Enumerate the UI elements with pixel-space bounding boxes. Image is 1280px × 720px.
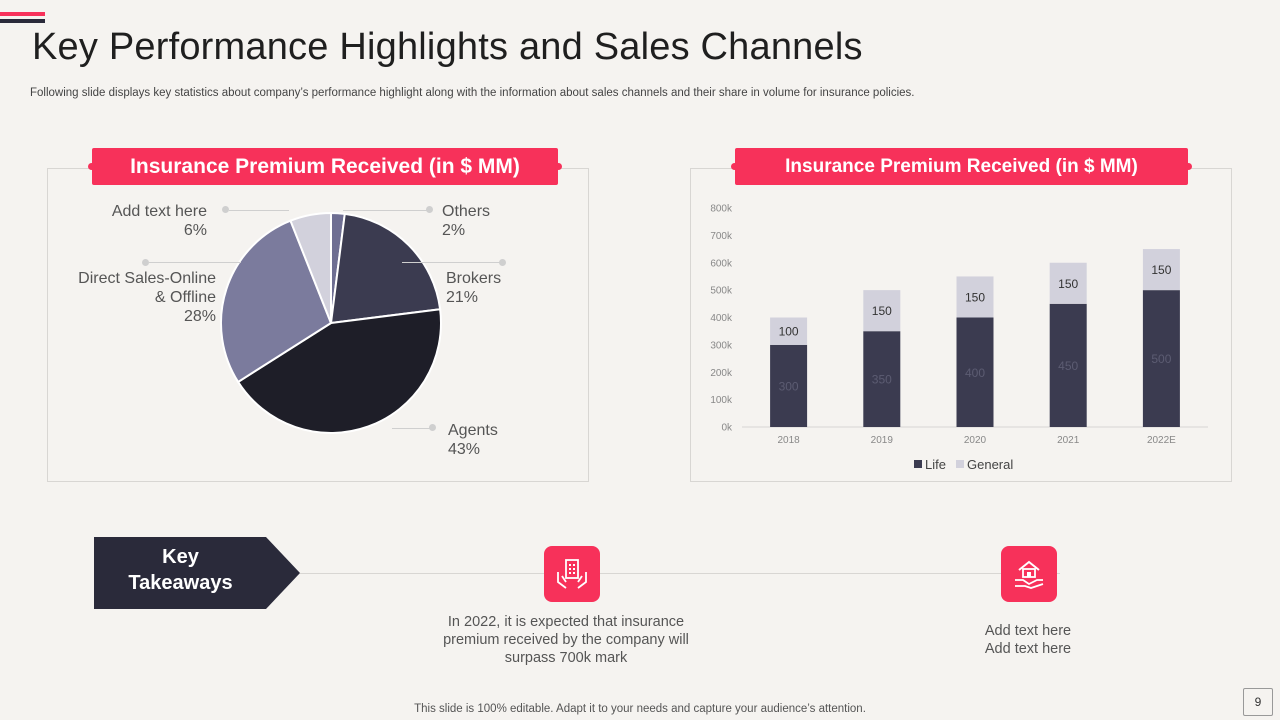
leader-line — [392, 428, 430, 429]
bar-chart-title: Insurance Premium Received (in $ MM) — [731, 148, 1192, 185]
page-subtitle: Following slide displays key statistics … — [30, 87, 915, 99]
takeaways-heading-1: Key — [162, 546, 199, 568]
bar-general-2022e — [1142, 249, 1180, 291]
legend-swatch-general — [956, 460, 964, 468]
x-tick-label: 2020 — [964, 435, 987, 446]
footer-note: This slide is 100% editable. Adapt it to… — [414, 703, 866, 715]
pie-label-brokers: Brokers 21% — [446, 269, 501, 307]
pie-slice-direct-sales-online-offline — [220, 219, 333, 384]
y-tick-label: 100k — [710, 395, 733, 406]
takeaways-connector — [300, 573, 1060, 574]
pie-slice-agents — [236, 308, 442, 434]
y-tick-label: 300k — [710, 340, 733, 351]
leader-dot — [222, 206, 229, 213]
bar-life-2018 — [770, 344, 808, 427]
leader-line — [402, 262, 500, 263]
bar-life-2020 — [956, 317, 994, 427]
bar-general-2020 — [956, 276, 994, 318]
x-tick-label: 2022E — [1147, 435, 1176, 446]
pie-label-add-text-name: Add text here — [111, 203, 207, 220]
y-tick-label: 700k — [710, 231, 733, 242]
pie-label-direct-pct: 28% — [183, 308, 216, 325]
y-tick-label: 500k — [710, 286, 733, 297]
takeaway-1-line-2: premium received by the company will — [443, 632, 689, 648]
pie-slice-add-text-here — [289, 211, 332, 324]
leader-dot — [429, 424, 436, 431]
bar-value-label: 100 — [779, 325, 799, 339]
bar-general-2018 — [770, 317, 808, 345]
pie-label-direct-name1: Direct Sales-Online — [78, 270, 216, 287]
leader-line — [343, 210, 427, 211]
key-takeaways-badge: Key Takeaways — [94, 537, 300, 609]
bar-value-label: 150 — [872, 304, 892, 318]
takeaways-heading-2: Takeaways — [128, 572, 233, 594]
bar-value-label: 150 — [1058, 277, 1078, 291]
pie-label-others: Others 2% — [442, 202, 490, 240]
bar-life-2019 — [863, 331, 901, 427]
pie-chart-title: Insurance Premium Received (in $ MM) — [88, 148, 562, 185]
bar-value-label: 300 — [779, 379, 799, 393]
leader-dot — [499, 259, 506, 266]
leader-dot — [426, 206, 433, 213]
pie-label-others-name: Others — [442, 203, 491, 220]
y-tick-label: 0k — [721, 423, 733, 434]
building-hands-icon — [544, 546, 600, 602]
y-tick-label: 200k — [710, 368, 733, 379]
legend-label-general: General — [967, 457, 1013, 472]
logo-bars — [0, 12, 45, 26]
leader-line — [229, 210, 289, 211]
takeaway-2-line-2: Add text here — [984, 641, 1072, 657]
y-tick-label: 800k — [710, 204, 733, 215]
x-tick-label: 2021 — [1057, 435, 1080, 446]
takeaway-2-line-1: Add text here — [984, 623, 1072, 639]
pie-label-direct-name2: & Offline — [154, 289, 216, 306]
bar-life-2022e — [1142, 290, 1180, 427]
pie-label-add-text-pct: 6% — [183, 222, 207, 239]
pie-slice-brokers — [329, 212, 442, 325]
x-tick-label: 2018 — [777, 435, 800, 446]
pie-label-others-pct: 2% — [442, 222, 466, 239]
page-title: Key Performance Highlights and Sales Cha… — [32, 26, 863, 68]
legend-swatch-life — [914, 460, 922, 468]
pie-label-agents-pct: 43% — [448, 441, 481, 458]
leader-dot — [142, 259, 149, 266]
bar-value-label: 350 — [872, 373, 892, 387]
bar-value-label: 500 — [1151, 352, 1171, 366]
bar-value-label: 450 — [1058, 359, 1078, 373]
pie-label-brokers-pct: 21% — [446, 289, 479, 306]
bar-value-label: 150 — [1151, 263, 1171, 277]
bar-general-2019 — [863, 290, 901, 332]
bar-general-2021 — [1049, 262, 1087, 304]
y-tick-label: 400k — [710, 313, 733, 324]
pie-label-brokers-name: Brokers — [446, 270, 502, 287]
pie-label-agents-name: Agents — [448, 422, 498, 439]
y-tick-label: 600k — [710, 258, 733, 269]
x-tick-label: 2019 — [871, 435, 894, 446]
bar-value-label: 150 — [965, 290, 985, 304]
pie-label-direct-sales: Direct Sales-Online & Offline 28% — [60, 269, 216, 326]
takeaway-1-line-1: In 2022, it is expected that insurance — [447, 614, 685, 630]
bar-life-2021 — [1049, 303, 1087, 427]
pie-label-add-text: Add text here 6% — [100, 202, 207, 240]
page-number: 9 — [1243, 688, 1273, 716]
takeaway-1-line-3: surpass 700k mark — [504, 650, 628, 666]
leader-line — [149, 262, 241, 263]
house-hand-icon — [1001, 546, 1057, 602]
pie-label-agents: Agents 43% — [448, 421, 498, 459]
legend-label-life: Life — [925, 457, 946, 472]
bar-value-label: 400 — [965, 366, 985, 380]
takeaway-text-2: Add text here Add text here — [928, 622, 1128, 658]
takeaway-text-1: In 2022, it is expected that insurance p… — [416, 613, 716, 667]
